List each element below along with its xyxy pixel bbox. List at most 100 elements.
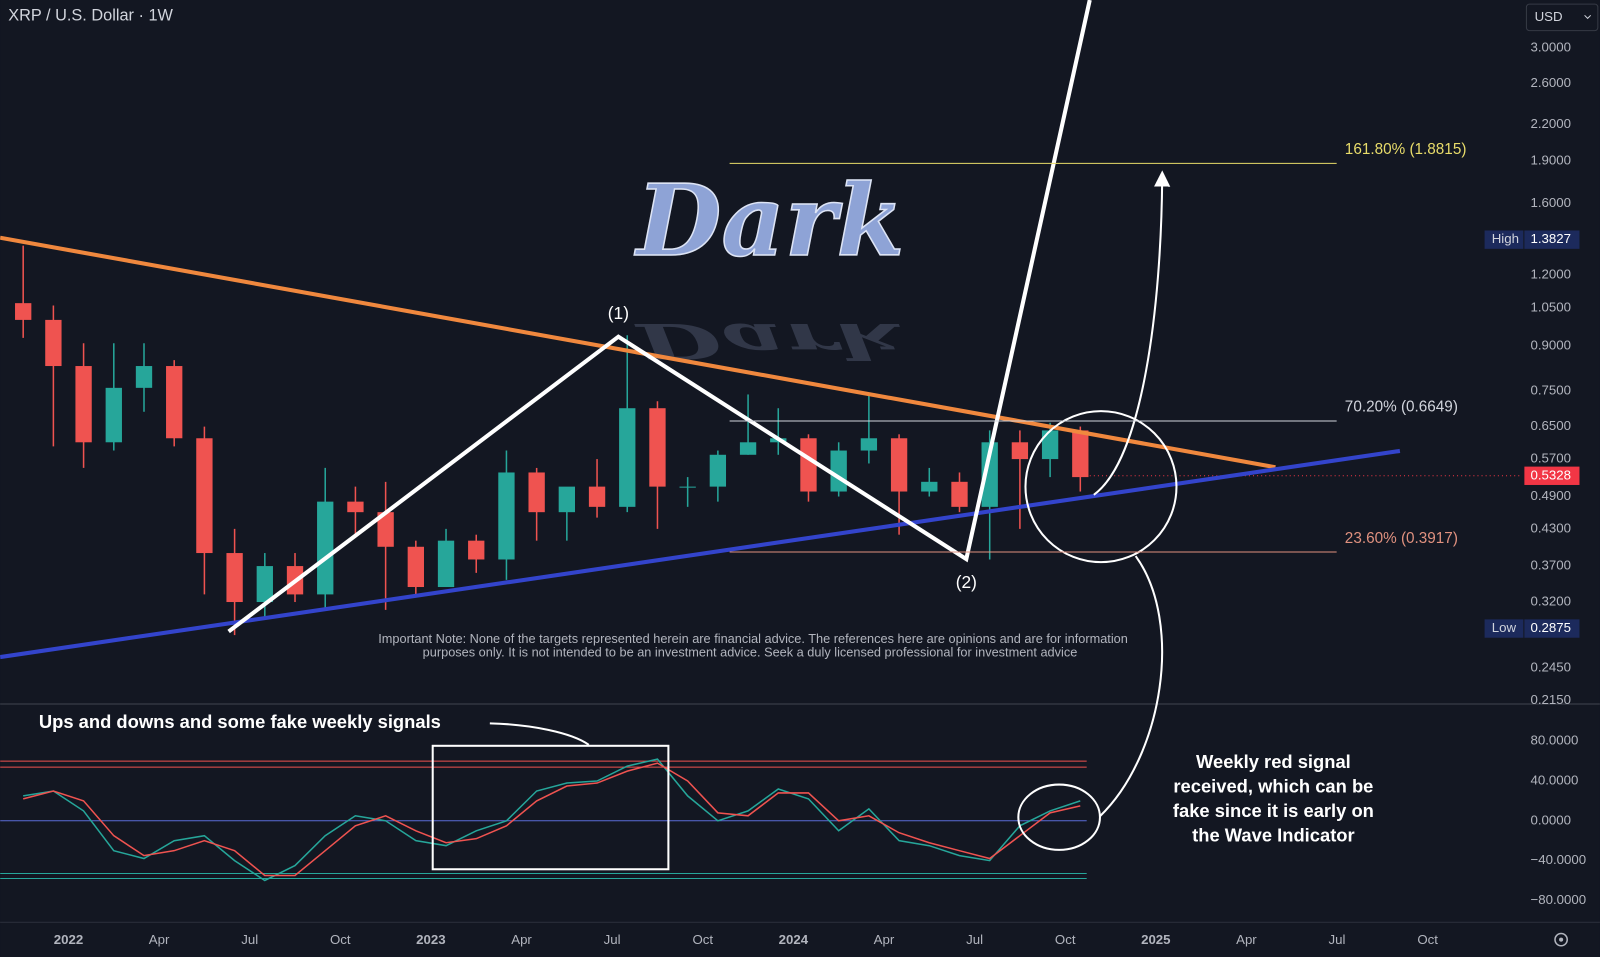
x-tick-label: Oct xyxy=(692,932,713,947)
x-tick-label: 2023 xyxy=(416,932,445,947)
candle-body xyxy=(619,408,636,507)
low-tag xyxy=(1484,619,1524,638)
fib-label: 70.20% (0.6649) xyxy=(1345,399,1458,416)
highlight-ellipse xyxy=(1017,783,1101,851)
candle-body xyxy=(256,566,273,603)
target-arrow xyxy=(1093,170,1171,496)
annotation: the Wave Indicator xyxy=(1192,824,1355,845)
last-price-value: 0.5328 xyxy=(1531,467,1572,482)
candle-body xyxy=(830,450,847,492)
annotation: received, which can be xyxy=(1173,775,1373,796)
candle-body xyxy=(317,501,334,595)
x-tick-label: Jul xyxy=(1329,932,1346,947)
y-tick-label: −40.0000 xyxy=(1531,852,1587,867)
x-tick-label: Jul xyxy=(604,932,621,947)
currency[interactable]: USD xyxy=(1535,9,1563,24)
wave-label: (1) xyxy=(608,303,629,323)
note: purposes only. It is not intended to be … xyxy=(423,644,1078,659)
resistance-line xyxy=(0,235,1276,470)
y-tick-label: −80.0000 xyxy=(1531,892,1587,907)
x-tick-label: Oct xyxy=(1055,932,1076,947)
x-tick-label: Apr xyxy=(1236,932,1257,947)
x-tick-label: Oct xyxy=(1417,932,1438,947)
callout-line xyxy=(1099,555,1164,817)
x-tick-label: Jul xyxy=(241,932,258,947)
y-tick-label: 0.9000 xyxy=(1531,337,1572,352)
candle-body xyxy=(377,512,394,547)
candle-body xyxy=(468,540,485,560)
high-value: 1.3827 xyxy=(1531,231,1572,246)
high-tag xyxy=(1484,230,1524,249)
x-tick-label: 2024 xyxy=(779,932,809,947)
y-tick-label: 0.6500 xyxy=(1531,418,1572,433)
chart-title: XRP / U.S. Dollar · 1W xyxy=(8,7,173,25)
x-tick-label: Apr xyxy=(511,932,532,947)
low-badge xyxy=(1524,619,1580,638)
candle-body xyxy=(226,553,243,603)
candle-body xyxy=(649,408,666,487)
note: Important Note: None of the targets repr… xyxy=(378,631,1128,646)
settings-icon[interactable] xyxy=(1559,937,1564,942)
y-tick-label: 0.7500 xyxy=(1531,383,1572,398)
candle-body xyxy=(135,366,153,388)
y-tick-label: 2.2000 xyxy=(1531,116,1572,131)
candle-body xyxy=(407,546,424,588)
support-line xyxy=(0,448,1401,660)
focus-circle xyxy=(1024,410,1178,564)
candle-body xyxy=(921,481,938,492)
candle-body xyxy=(981,442,998,507)
candle-body xyxy=(75,366,92,443)
dropdown-icon[interactable] xyxy=(1584,14,1592,20)
y-tick-label: 1.0500 xyxy=(1531,299,1572,314)
y-tick-label: 0.4900 xyxy=(1531,488,1572,503)
x-tick-label: Apr xyxy=(874,932,895,947)
wave-path xyxy=(227,0,1092,634)
candle-body xyxy=(105,387,122,443)
watermark: Dark xyxy=(633,164,904,279)
y-tick-label: 0.3200 xyxy=(1531,594,1572,609)
candle-body xyxy=(347,501,364,513)
annotation: fake since it is early on xyxy=(1173,800,1374,821)
y-tick-label: 1.6000 xyxy=(1531,195,1572,210)
candle-body xyxy=(528,472,545,513)
candle-body xyxy=(15,303,32,320)
candle-body xyxy=(1011,442,1029,460)
high-label: High xyxy=(1492,231,1519,246)
y-tick-label: 40.0000 xyxy=(1531,773,1579,788)
candle-body xyxy=(1072,430,1089,478)
low-label: Low xyxy=(1492,620,1517,635)
last-price-badge xyxy=(1524,466,1580,485)
fib-label: 23.60% (0.3917) xyxy=(1345,530,1458,547)
x-tick-label: 2022 xyxy=(54,932,83,947)
x-tick-label: Jul xyxy=(966,932,983,947)
y-tick-label: 1.9000 xyxy=(1531,152,1572,167)
wave-label: (2) xyxy=(956,572,977,592)
annotation: Weekly red signal xyxy=(1196,751,1351,772)
currency-button[interactable] xyxy=(1525,3,1599,32)
candle-body xyxy=(890,438,908,492)
annotation: Ups and downs and some fake weekly signa… xyxy=(39,711,441,732)
y-tick-label: 2.6000 xyxy=(1531,75,1572,90)
candle-body xyxy=(166,366,183,439)
indicator-pane xyxy=(0,758,1087,882)
y-tick-label: 0.3700 xyxy=(1531,558,1572,573)
candle-body xyxy=(558,486,576,513)
candle-body xyxy=(679,486,696,488)
indicator-line xyxy=(22,762,1081,877)
candle-body xyxy=(800,438,817,492)
indicator-line xyxy=(23,758,1081,882)
candle-body xyxy=(739,442,757,455)
fib-label: 161.80% (1.8815) xyxy=(1345,141,1467,158)
candle-body xyxy=(45,319,62,367)
y-tick-label: 0.5700 xyxy=(1531,451,1572,466)
price-pane xyxy=(15,245,1521,636)
y-tick-label: 0.2450 xyxy=(1531,660,1572,675)
candle-body xyxy=(709,454,727,487)
x-tick-label: Oct xyxy=(330,932,351,947)
candle-body xyxy=(1041,430,1059,460)
candle-body xyxy=(588,486,606,507)
candle-body xyxy=(860,438,878,451)
candle-body xyxy=(196,438,213,554)
settings-icon[interactable] xyxy=(1554,932,1568,947)
y-tick-label: 0.2150 xyxy=(1531,692,1572,707)
